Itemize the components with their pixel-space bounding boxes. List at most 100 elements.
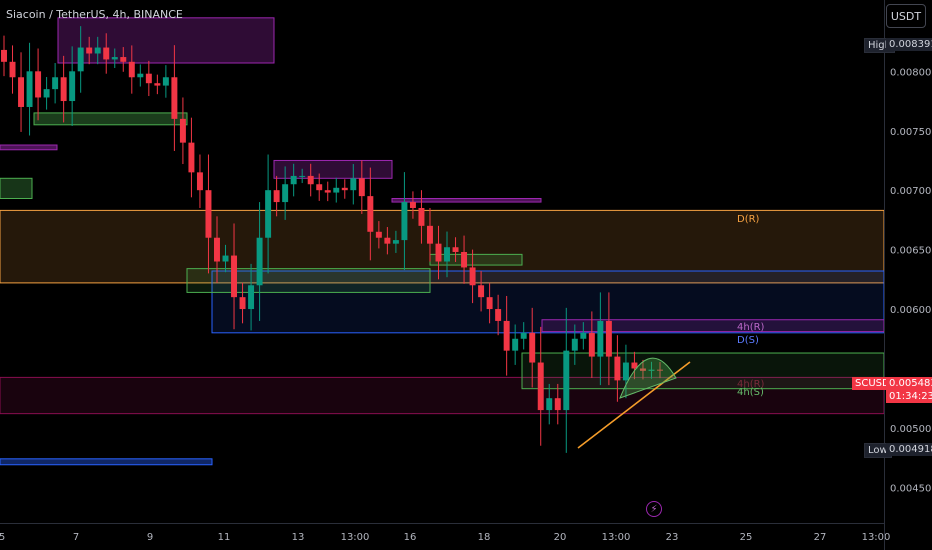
- zone-green-1: [33, 112, 188, 126]
- candle: [554, 398, 561, 411]
- x-tick-label: 13: [292, 532, 305, 543]
- candle: [307, 175, 314, 185]
- candle: [605, 320, 612, 357]
- candle: [588, 332, 595, 357]
- candle: [367, 196, 374, 232]
- zone-purple-3: [391, 198, 542, 203]
- candle: [154, 83, 161, 86]
- projection-arc: [619, 357, 677, 399]
- candle: [444, 247, 450, 262]
- candle: [486, 297, 493, 310]
- zone-blue-box: [211, 270, 885, 334]
- candle: [103, 47, 110, 60]
- candle: [333, 187, 340, 193]
- x-tick-label: 25: [740, 532, 753, 543]
- zone-green-left: [0, 177, 33, 200]
- candle: [179, 118, 186, 143]
- candle: [231, 255, 238, 298]
- candle: [461, 251, 468, 268]
- candle: [18, 77, 25, 107]
- x-tick-label: 13:00: [341, 532, 370, 543]
- candle: [614, 356, 621, 381]
- x-tick-label: 18: [478, 532, 491, 543]
- x-tick-label: 5: [0, 532, 5, 543]
- candle: [188, 142, 195, 173]
- x-tick-label: 16: [404, 532, 417, 543]
- candle: [435, 243, 442, 262]
- candle: [265, 190, 272, 238]
- candle: [418, 208, 425, 226]
- candle: [290, 175, 297, 185]
- candle: [350, 178, 357, 191]
- zone-purple-2: [273, 159, 393, 179]
- candle: [495, 309, 502, 321]
- candle: [248, 285, 255, 310]
- candle: [316, 184, 323, 191]
- candle: [409, 202, 416, 209]
- candle: [111, 57, 118, 60]
- candle: [580, 332, 587, 339]
- chart-title: Siacoin / TetherUS, 4h, BINANCE: [6, 8, 183, 21]
- candle: [537, 362, 544, 411]
- candle: [478, 285, 485, 298]
- countdown: 01:34:23: [886, 390, 932, 403]
- candle: [256, 237, 263, 286]
- candle: [639, 368, 646, 371]
- high-value: 0.008391: [886, 38, 932, 51]
- x-tick-label: 11: [218, 532, 231, 543]
- candle: [120, 57, 127, 62]
- candle: [324, 190, 331, 193]
- x-tick-label: 9: [147, 532, 153, 543]
- candle: [375, 231, 382, 238]
- candle: [392, 240, 399, 244]
- zone-label-4h-r: 4h(R): [737, 322, 765, 333]
- zone-green-3: [429, 253, 523, 266]
- candle: [571, 338, 578, 351]
- candle: [452, 247, 459, 252]
- candle: [86, 47, 93, 54]
- currency-button[interactable]: USDT: [886, 4, 926, 28]
- low-value: 0.004918: [886, 443, 932, 456]
- zone-label-4h-mid: 4h(R): [737, 379, 765, 390]
- candle: [299, 175, 306, 177]
- zone-4h-support: [521, 352, 885, 390]
- candle: [597, 320, 604, 357]
- candle: [512, 338, 519, 351]
- candle: [137, 73, 144, 78]
- candle: [273, 190, 280, 203]
- zone-green-2: [186, 268, 431, 293]
- x-tick-label: 13:00: [862, 532, 891, 543]
- x-tick-label: 7: [73, 532, 79, 543]
- candle: [401, 202, 408, 241]
- candle: [77, 47, 84, 72]
- price-axis-separator: [884, 0, 885, 550]
- candle: [43, 89, 50, 98]
- zone-4h-resistance: [541, 319, 885, 333]
- candle: [469, 267, 476, 286]
- candle: [563, 350, 570, 411]
- candle: [196, 172, 203, 191]
- zone-blue-bottom: [0, 458, 213, 466]
- candle: [631, 362, 638, 369]
- candle: [384, 237, 391, 244]
- zones-layer: [0, 17, 885, 466]
- lightning-icon[interactable]: ⚡: [646, 501, 662, 517]
- candle: [529, 332, 536, 363]
- y-tick-label: 0.004500: [890, 483, 932, 494]
- candle: [546, 398, 553, 411]
- candle: [239, 297, 246, 310]
- candle: [35, 71, 42, 98]
- last-price: 0.005483: [886, 377, 932, 390]
- zone-top-purple: [57, 17, 275, 64]
- zone-purple-left: [0, 144, 58, 151]
- candle: [503, 320, 510, 351]
- candle: [205, 190, 212, 238]
